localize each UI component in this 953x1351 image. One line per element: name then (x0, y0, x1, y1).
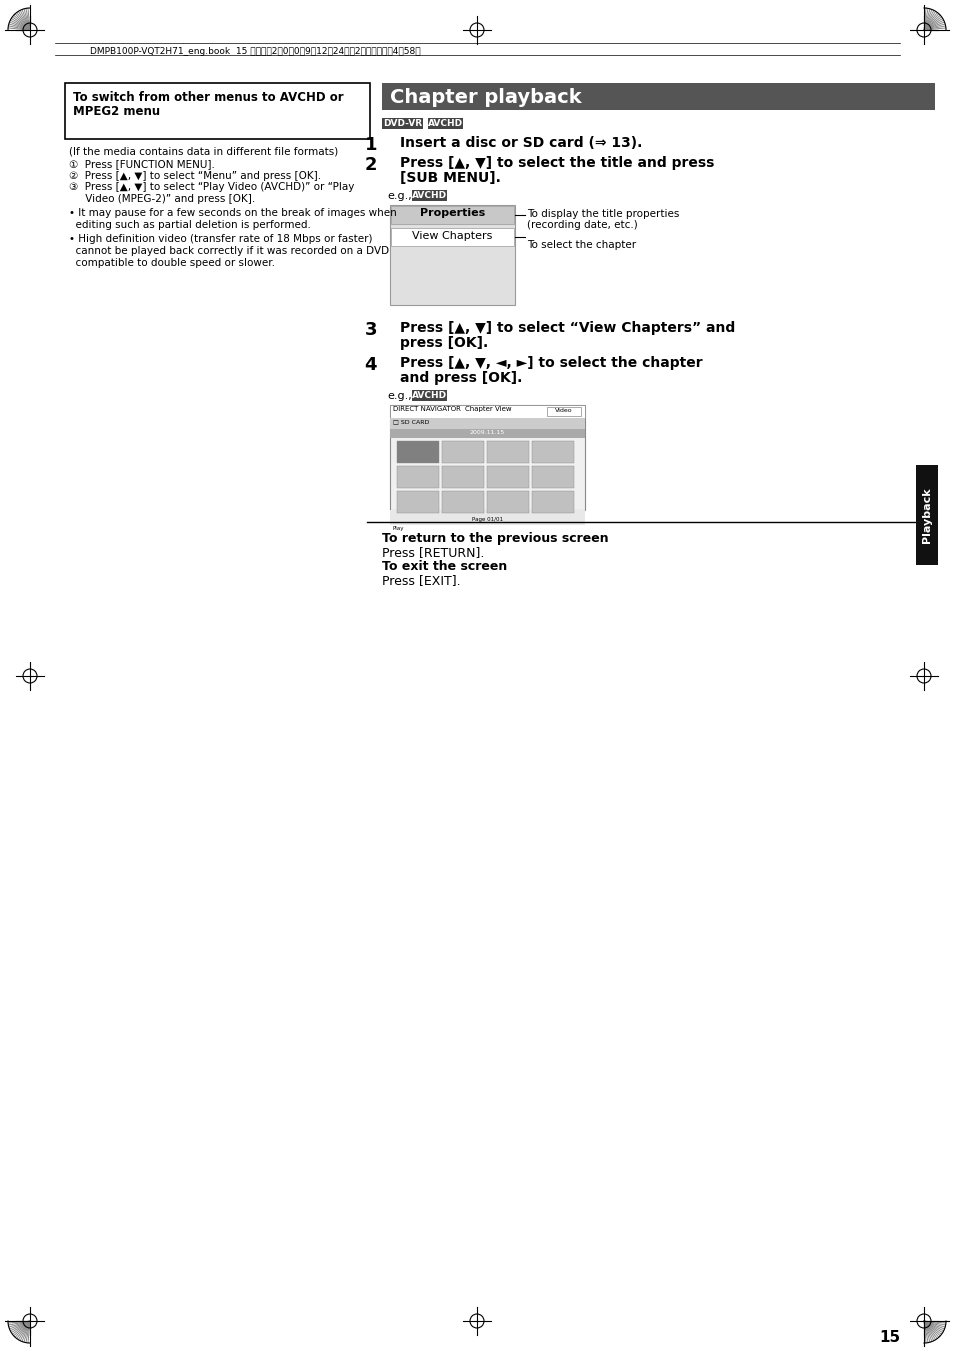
Text: Press [RETURN].: Press [RETURN]. (381, 546, 484, 559)
Bar (396, 440, 438, 463)
Text: MPEG2 menu: MPEG2 menu (73, 105, 160, 118)
Text: Insert a disc or SD card (⇒ 13).: Insert a disc or SD card (⇒ 13). (399, 136, 641, 150)
Text: To switch from other menus to AVCHD or: To switch from other menus to AVCHD or (73, 91, 343, 104)
Text: Press [EXIT].: Press [EXIT]. (381, 574, 460, 586)
Bar (915, 465, 937, 565)
Bar (396, 466, 438, 488)
Bar (390, 430, 584, 438)
Text: Page 01/01: Page 01/01 (472, 517, 502, 521)
Bar (391, 205, 514, 224)
Bar (412, 390, 447, 401)
Text: e.g.,: e.g., (387, 190, 412, 201)
Text: Video: Video (555, 408, 572, 413)
Text: ②  Press [▲, ▼] to select “Menu” and press [OK].: ② Press [▲, ▼] to select “Menu” and pres… (69, 172, 321, 181)
Bar (381, 82, 934, 109)
Text: 3: 3 (364, 322, 376, 339)
Bar (532, 490, 574, 513)
Text: compatible to double speed or slower.: compatible to double speed or slower. (69, 258, 274, 267)
Text: To select the chapter: To select the chapter (526, 240, 636, 250)
Text: (If the media contains data in different file formats): (If the media contains data in different… (69, 147, 338, 157)
Text: DMPB100P-VQT2H71_eng.book  15 ページ　2　0　0　9年12月24日　2木曜日　午後4時58分: DMPB100P-VQT2H71_eng.book 15 ページ 2 0 0 9… (90, 46, 420, 55)
Text: To exit the screen: To exit the screen (381, 561, 507, 573)
Text: editing such as partial deletion is performed.: editing such as partial deletion is perf… (69, 220, 311, 230)
Bar (441, 466, 483, 488)
Text: Press [▲, ▼, ◄, ►] to select the chapter: Press [▲, ▼, ◄, ►] to select the chapter (399, 357, 702, 370)
Text: Press [▲, ▼] to select “View Chapters” and: Press [▲, ▼] to select “View Chapters” a… (399, 322, 735, 335)
Bar (390, 509, 584, 526)
Text: To display the title properties: To display the title properties (526, 209, 679, 219)
Text: AVCHD: AVCHD (412, 390, 447, 400)
Text: DVD-VR: DVD-VR (382, 119, 421, 128)
Text: Chapter playback: Chapter playback (390, 88, 581, 107)
Bar (391, 228, 514, 246)
Text: Properties: Properties (419, 208, 485, 218)
Bar (486, 490, 529, 513)
Text: Playback: Playback (921, 488, 931, 543)
Bar (65, 82, 370, 139)
Text: e.g.,: e.g., (387, 390, 412, 401)
Text: Play: Play (393, 526, 404, 531)
Text: 2: 2 (364, 155, 376, 174)
Bar (441, 440, 483, 463)
Bar (390, 417, 584, 430)
Bar (427, 118, 462, 128)
Text: DIRECT NAVIGATOR: DIRECT NAVIGATOR (393, 407, 460, 412)
Bar (390, 405, 584, 509)
Text: press [OK].: press [OK]. (399, 336, 488, 350)
Bar (486, 440, 529, 463)
Bar (381, 118, 422, 128)
Text: □ SD CARD: □ SD CARD (393, 419, 429, 424)
Text: ①  Press [FUNCTION MENU].: ① Press [FUNCTION MENU]. (69, 159, 214, 169)
Text: cannot be played back correctly if it was recorded on a DVD: cannot be played back correctly if it wa… (69, 246, 389, 255)
Bar (390, 405, 584, 417)
Text: (recording date, etc.): (recording date, etc.) (526, 220, 638, 230)
Text: Press [▲, ▼] to select the title and press: Press [▲, ▼] to select the title and pre… (399, 155, 714, 170)
Text: 4: 4 (364, 357, 376, 374)
Bar (532, 466, 574, 488)
Text: AVCHD: AVCHD (427, 119, 462, 128)
Text: 15: 15 (878, 1329, 899, 1346)
Text: Video (MPEG-2)” and press [OK].: Video (MPEG-2)” and press [OK]. (69, 195, 255, 204)
Text: 2009.11.15: 2009.11.15 (470, 430, 504, 435)
Bar (396, 490, 438, 513)
Text: To return to the previous screen: To return to the previous screen (381, 532, 608, 544)
Bar (412, 190, 447, 201)
Bar (390, 205, 515, 305)
Text: Chapter View: Chapter View (464, 407, 511, 412)
Bar (441, 490, 483, 513)
Text: View Chapters: View Chapters (412, 231, 492, 240)
Bar (390, 516, 584, 526)
Text: 1: 1 (364, 136, 376, 154)
Text: [SUB MENU].: [SUB MENU]. (399, 172, 500, 185)
Text: • High definition video (transfer rate of 18 Mbps or faster): • High definition video (transfer rate o… (69, 235, 372, 245)
Bar (532, 440, 574, 463)
Bar (546, 407, 580, 416)
Text: and press [OK].: and press [OK]. (399, 372, 522, 385)
Text: • It may pause for a few seconds on the break of images when: • It may pause for a few seconds on the … (69, 208, 396, 219)
Text: ③  Press [▲, ▼] to select “Play Video (AVCHD)” or “Play: ③ Press [▲, ▼] to select “Play Video (AV… (69, 182, 354, 192)
Bar (486, 466, 529, 488)
Text: AVCHD: AVCHD (412, 190, 447, 200)
